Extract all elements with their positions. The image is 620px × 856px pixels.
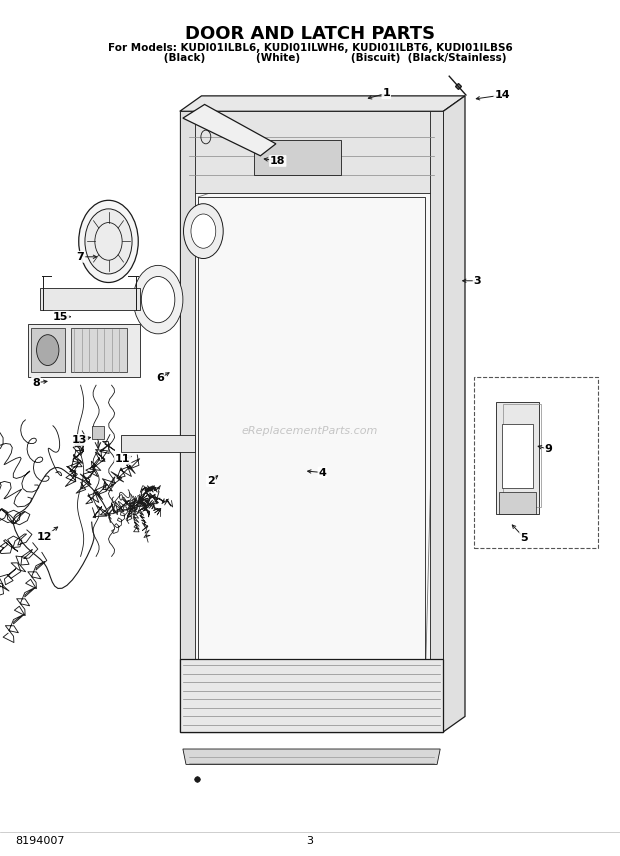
Polygon shape xyxy=(180,96,465,111)
Circle shape xyxy=(133,265,183,334)
Polygon shape xyxy=(430,111,443,732)
Bar xyxy=(502,424,533,488)
Bar xyxy=(31,328,65,372)
Text: 8194007: 8194007 xyxy=(16,835,65,846)
Circle shape xyxy=(184,204,223,259)
Text: 15: 15 xyxy=(53,312,68,322)
Text: 11: 11 xyxy=(115,454,130,464)
Polygon shape xyxy=(183,104,276,156)
Text: 14: 14 xyxy=(494,90,510,100)
Polygon shape xyxy=(183,749,440,764)
Text: 7: 7 xyxy=(77,252,84,262)
Polygon shape xyxy=(180,111,195,732)
Text: (Black)              (White)              (Biscuit)  (Black/Stainless): (Black) (White) (Biscuit) (Black/Stainle… xyxy=(113,53,507,63)
Text: 3: 3 xyxy=(306,835,314,846)
Circle shape xyxy=(85,209,132,274)
Text: 6: 6 xyxy=(156,373,164,383)
Bar xyxy=(499,492,536,514)
Bar xyxy=(503,404,541,507)
Bar xyxy=(474,377,598,548)
Bar xyxy=(92,426,104,439)
Polygon shape xyxy=(180,659,443,732)
Bar xyxy=(71,328,127,372)
Text: DOOR AND LATCH PARTS: DOOR AND LATCH PARTS xyxy=(185,25,435,44)
Text: eReplacementParts.com: eReplacementParts.com xyxy=(242,425,378,436)
Text: 3: 3 xyxy=(474,276,481,286)
Bar xyxy=(40,288,140,310)
Text: 13: 13 xyxy=(72,435,87,445)
Circle shape xyxy=(79,200,138,282)
Polygon shape xyxy=(180,111,443,732)
Bar xyxy=(496,402,539,514)
Bar xyxy=(121,435,195,452)
Circle shape xyxy=(37,335,59,366)
Text: 18: 18 xyxy=(270,156,285,166)
Text: 12: 12 xyxy=(37,532,52,542)
Polygon shape xyxy=(180,111,443,193)
Circle shape xyxy=(191,214,216,248)
Bar xyxy=(254,140,341,175)
Text: 5: 5 xyxy=(520,532,528,543)
Text: 1: 1 xyxy=(383,88,390,98)
Circle shape xyxy=(141,276,175,323)
Polygon shape xyxy=(443,96,465,732)
Text: 8: 8 xyxy=(32,377,40,388)
Text: 4: 4 xyxy=(319,467,326,478)
Text: For Models: KUDI01ILBL6, KUDI01ILWH6, KUDI01ILBT6, KUDI01ILBS6: For Models: KUDI01ILBL6, KUDI01ILWH6, KU… xyxy=(108,43,512,53)
Text: 9: 9 xyxy=(545,444,552,455)
Text: 2: 2 xyxy=(207,476,215,486)
Bar xyxy=(28,324,140,377)
